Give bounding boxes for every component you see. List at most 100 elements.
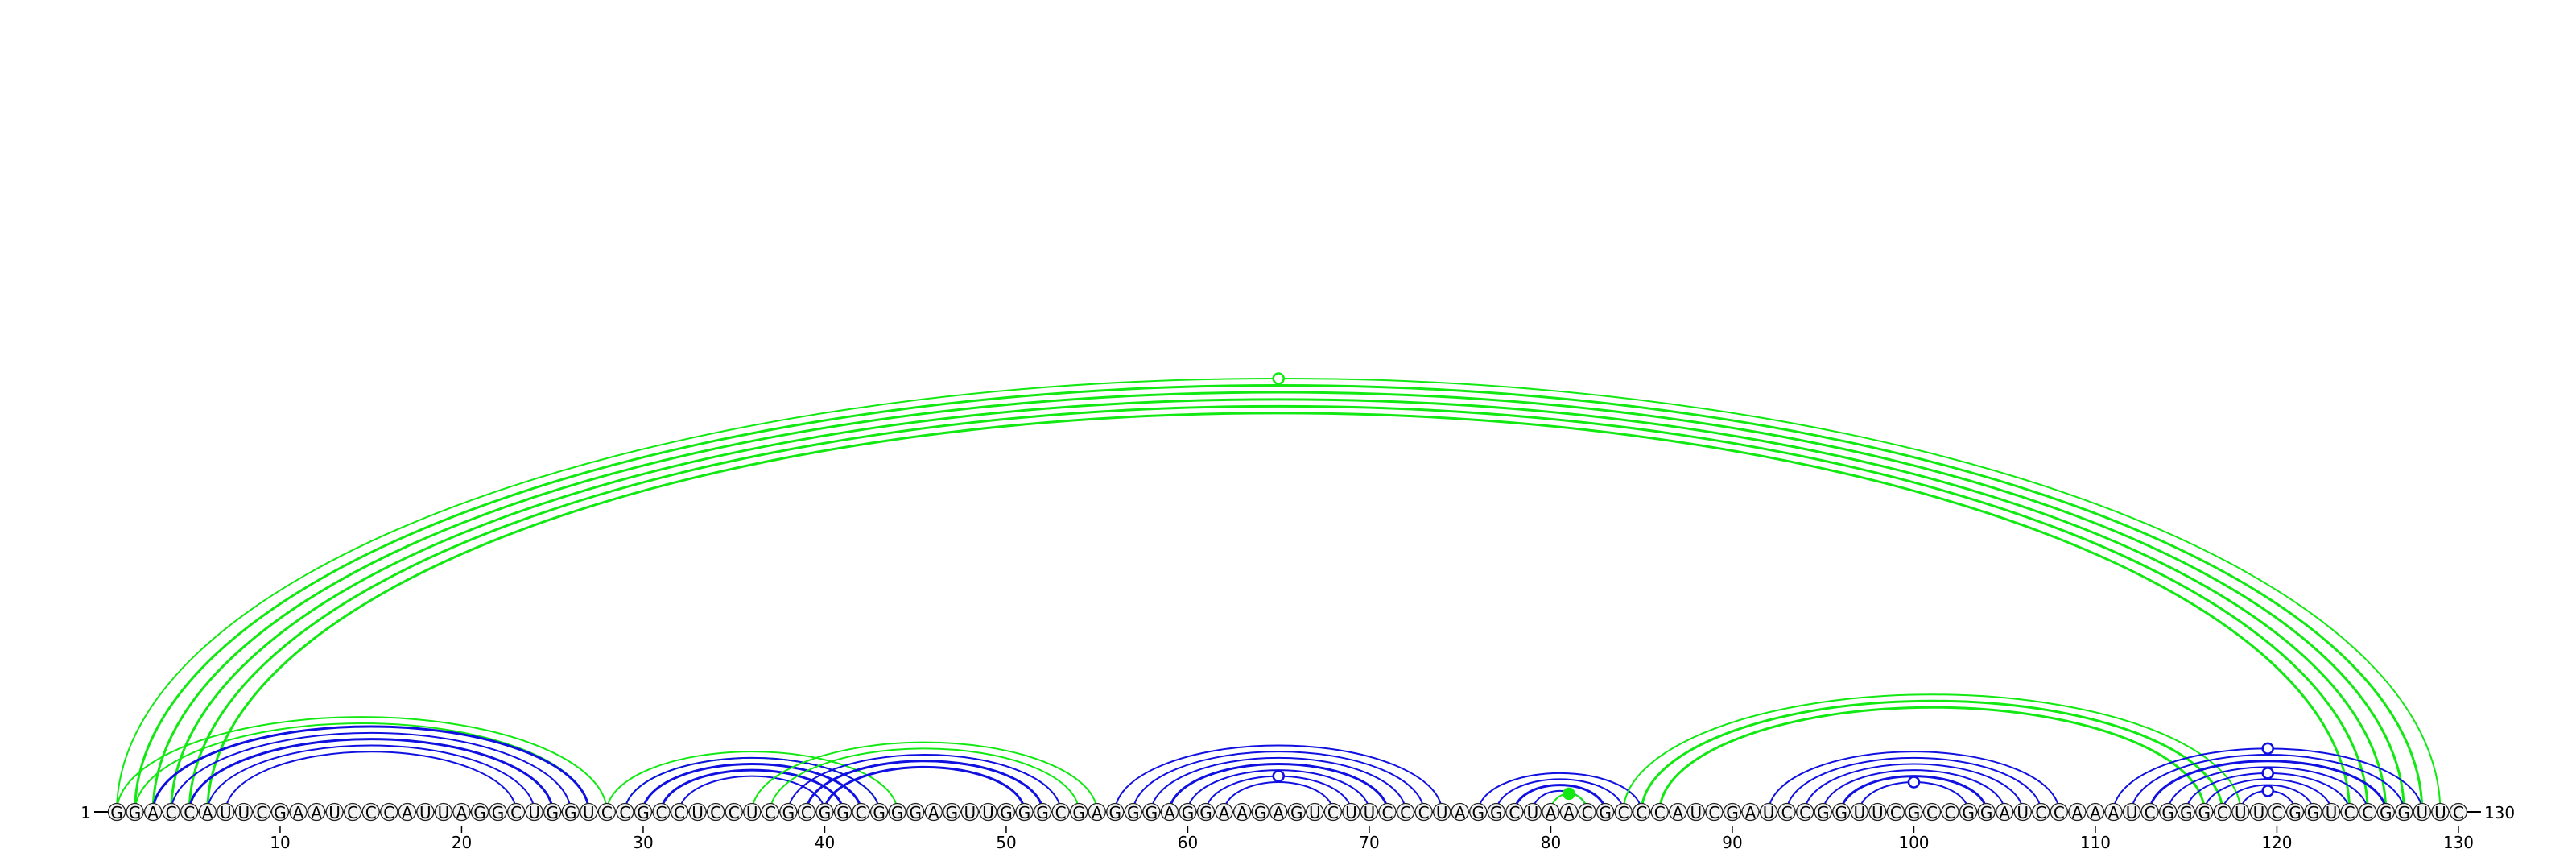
arc-93-107 bbox=[1785, 756, 2042, 813]
nucleotide-letter: G bbox=[1254, 803, 1267, 822]
nucleotide-letter: A bbox=[1219, 803, 1230, 822]
nucleotide-letter: G bbox=[492, 803, 505, 822]
nucleotide: G bbox=[906, 802, 925, 822]
nucleotide-letter: A bbox=[2072, 803, 2083, 822]
nucleotide-letter: U bbox=[746, 803, 758, 822]
nucleotide-letter: U bbox=[1345, 803, 1357, 822]
nucleotide: G bbox=[997, 802, 1016, 822]
nucleotide-letter: C bbox=[166, 803, 177, 822]
arc-markers bbox=[1272, 372, 2274, 801]
arc-marker-61-69 bbox=[1272, 769, 1285, 783]
nucleotide: A bbox=[1542, 802, 1560, 822]
nucleotide-letter: G bbox=[2180, 803, 2193, 822]
arc-1-28 bbox=[116, 716, 608, 813]
nucleotide-letter: A bbox=[1236, 803, 1248, 822]
arc-113-126 bbox=[2149, 760, 2388, 813]
nucleotide: G bbox=[1959, 802, 1978, 822]
nucleotide: G bbox=[270, 802, 290, 822]
nucleotide-letter: C bbox=[347, 803, 358, 822]
nucleotide: U bbox=[325, 802, 344, 822]
nucleotide: G bbox=[2304, 802, 2322, 822]
nucleotide: C bbox=[652, 802, 671, 822]
nucleotide-letter: U bbox=[1527, 803, 1539, 822]
nucleotide: A bbox=[2086, 802, 2105, 822]
nucleotide: A bbox=[1269, 802, 1288, 822]
nucleotide: C bbox=[1795, 802, 1814, 822]
nucleotide-letter: C bbox=[2145, 803, 2156, 822]
nucleotide: G bbox=[943, 802, 961, 822]
nucleotide: A bbox=[2104, 802, 2123, 822]
tick-label: 120 bbox=[2261, 833, 2292, 852]
arc-36-55 bbox=[751, 741, 1098, 813]
nucleotide-letter: G bbox=[1835, 803, 1848, 822]
nucleotide-letter: G bbox=[1018, 803, 1031, 822]
sequence-start-label: 1 bbox=[80, 803, 91, 822]
arc-56-74 bbox=[1114, 744, 1443, 813]
nucleotide: G bbox=[561, 802, 580, 822]
nucleotide: U bbox=[2413, 802, 2432, 822]
arc-85-117 bbox=[1640, 699, 2224, 813]
nucleotide: U bbox=[525, 802, 543, 822]
nucleotide-letter: G bbox=[1127, 803, 1140, 822]
nucleotide: C bbox=[1414, 802, 1433, 822]
nucleotide: C bbox=[1578, 802, 1596, 822]
nucleotide: G bbox=[1977, 802, 1996, 822]
nucleotide-letter: G bbox=[2289, 803, 2301, 822]
nucleotide-letter: G bbox=[946, 803, 959, 822]
nucleotide: G bbox=[1596, 802, 1615, 822]
nucleotide: C bbox=[1396, 802, 1415, 822]
nucleotide: G bbox=[126, 802, 144, 822]
nucleotide: G bbox=[2158, 802, 2178, 822]
nucleotide-letter: U bbox=[691, 803, 704, 822]
arc-38-53 bbox=[787, 754, 1062, 813]
nucleotide-letter: G bbox=[1290, 803, 1303, 822]
nucleotide: G bbox=[1196, 802, 1216, 822]
nucleotide: G bbox=[1033, 802, 1052, 822]
nucleotide: G bbox=[1070, 802, 1088, 822]
arc-marker-1-129 bbox=[1272, 372, 1285, 385]
nucleotide: U bbox=[1523, 802, 1542, 822]
nucleotide-letter: A bbox=[1455, 803, 1466, 822]
nucleotide-letter: C bbox=[1618, 803, 1629, 822]
nucleotide: C bbox=[1323, 802, 1342, 822]
arc-3-127 bbox=[151, 391, 2405, 813]
nucleotide: C bbox=[724, 802, 743, 822]
nucleotide-letter: C bbox=[1781, 803, 1793, 822]
nucleotide-letter: U bbox=[220, 803, 232, 822]
nucleotide-letter: G bbox=[1726, 803, 1739, 822]
tick-label: 130 bbox=[2443, 833, 2474, 852]
nucleotide: G bbox=[2395, 802, 2413, 822]
nucleotide-letter: A bbox=[1563, 803, 1575, 822]
nucleotide-letter: G bbox=[110, 803, 123, 822]
nucleotide: G bbox=[634, 802, 653, 822]
nucleotide: C bbox=[1705, 802, 1724, 822]
nucleotide: A bbox=[1232, 802, 1252, 822]
nucleotide-letter: C bbox=[619, 803, 630, 822]
nucleotide-letter: U bbox=[419, 803, 431, 822]
nucleotide-letter: A bbox=[1546, 803, 1557, 822]
nucleotide: A bbox=[307, 802, 326, 822]
nucleotide-letter: U bbox=[1690, 803, 1703, 822]
nucleotide: U bbox=[2431, 802, 2450, 822]
nucleotide-letter: C bbox=[1582, 803, 1593, 822]
nucleotide: G bbox=[1469, 802, 1488, 822]
nucleotide: G bbox=[888, 802, 906, 822]
nucleotide: U bbox=[1759, 802, 1778, 822]
nucleotide-letter: A bbox=[1092, 803, 1103, 822]
nucleotide-letter: G bbox=[2161, 803, 2174, 822]
tick-label: 60 bbox=[1178, 833, 1198, 852]
nucleotide-letter: C bbox=[2035, 803, 2046, 822]
nucleotide: C bbox=[2213, 802, 2231, 822]
nucleotide-letter: C bbox=[2453, 803, 2464, 822]
nucleotide: G bbox=[470, 802, 489, 822]
nucleotide-letter: C bbox=[1636, 803, 1647, 822]
nucleotide-letter: U bbox=[2253, 803, 2265, 822]
arc-5-125 bbox=[188, 404, 2369, 813]
arc-4-126 bbox=[170, 398, 2388, 813]
nucleotide: C bbox=[162, 802, 180, 822]
nucleotide: A bbox=[924, 802, 943, 822]
nucleotide: C bbox=[761, 802, 779, 822]
nucleotide: C bbox=[1886, 802, 1905, 822]
nucleotide-letter: A bbox=[1999, 803, 2010, 822]
